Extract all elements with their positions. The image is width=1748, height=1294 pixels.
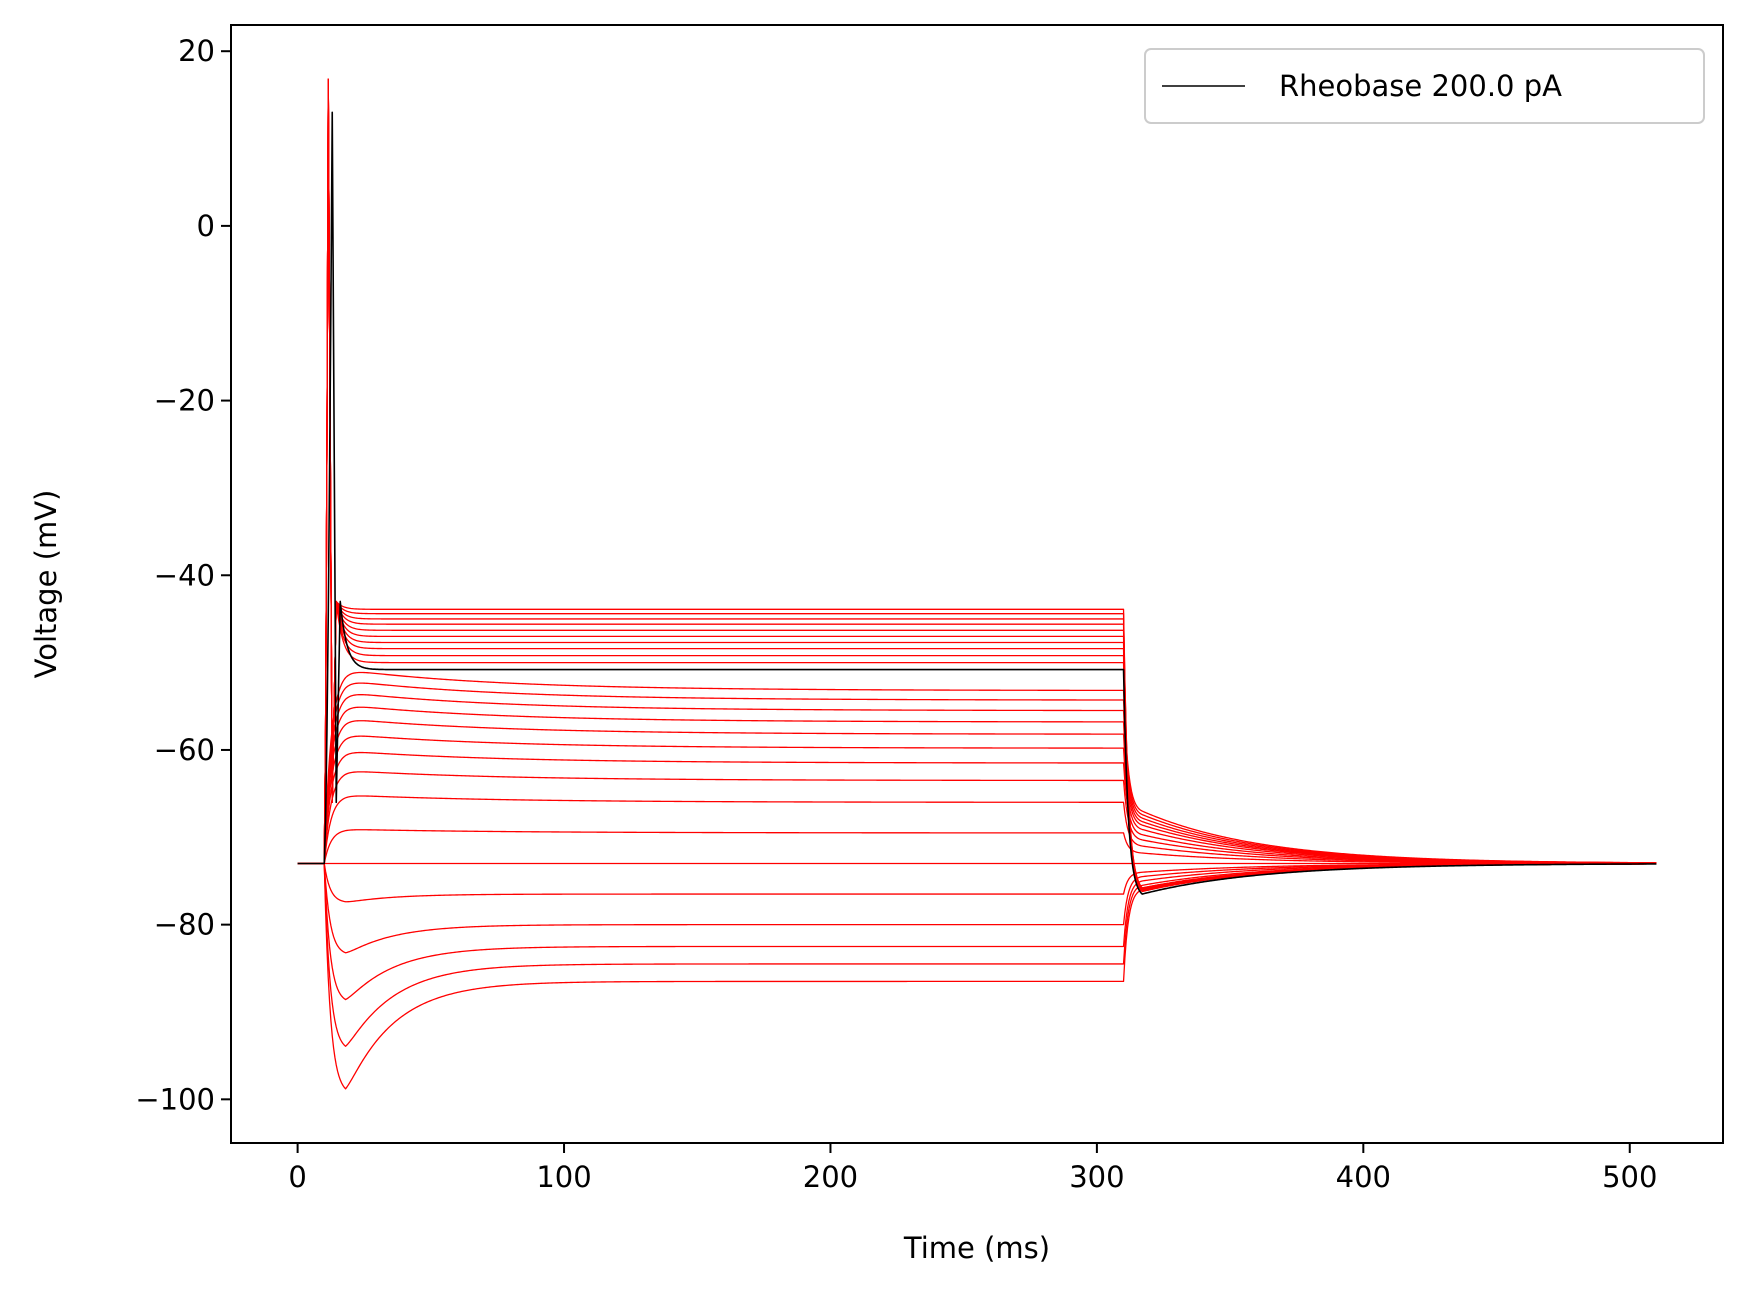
plot-frame — [230, 24, 1724, 1144]
x-tick-label: 0 — [288, 1160, 306, 1194]
x-tick-label: 400 — [1336, 1160, 1391, 1194]
y-tick-label: −100 — [135, 1082, 215, 1116]
y-axis: −100 −80 −60 −40 −20 0 20 — [135, 34, 231, 1116]
rheobase-trace — [297, 111, 1657, 895]
x-axis-title: Time (ms) — [903, 1231, 1050, 1265]
x-axis: 0 100 200 300 400 500 — [288, 1143, 1657, 1194]
y-tick-label: 20 — [178, 34, 215, 68]
legend-box — [1144, 48, 1705, 124]
legend-label: Rheobase 200.0 pA — [1279, 69, 1562, 103]
y-axis-title: Voltage (mV) — [29, 490, 63, 679]
sweep-trace — [297, 671, 1657, 865]
y-tick-label: −40 — [154, 558, 215, 592]
y-tick-label: −80 — [154, 908, 215, 942]
y-tick-label: −60 — [154, 733, 215, 767]
traces-group — [297, 78, 1657, 1090]
y-tick-label: 0 — [197, 209, 215, 243]
y-tick-label: −20 — [154, 384, 215, 418]
x-tick-label: 200 — [803, 1160, 858, 1194]
x-tick-label: 300 — [1069, 1160, 1124, 1194]
x-tick-label: 500 — [1602, 1160, 1657, 1194]
legend: Rheobase 200.0 pA — [1144, 48, 1705, 124]
sweep-trace — [297, 862, 1657, 903]
x-tick-label: 100 — [536, 1160, 591, 1194]
